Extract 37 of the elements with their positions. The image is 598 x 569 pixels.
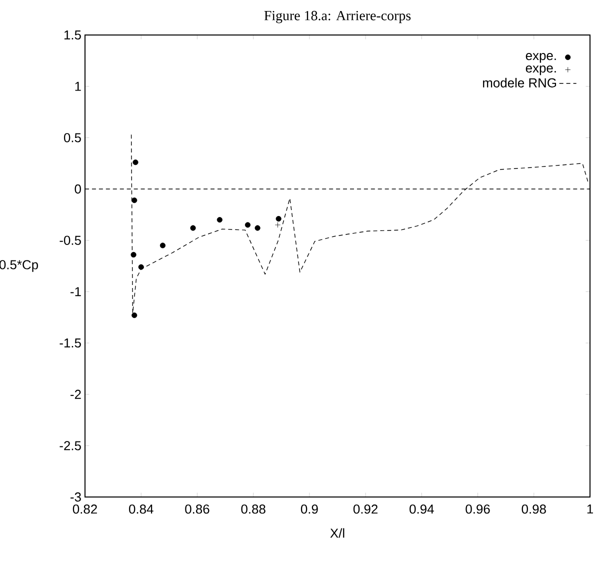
x-tick-label: 0.88 (241, 504, 266, 514)
x-tick-label: 0.82 (72, 504, 97, 514)
y-tick-label: -0.5 (60, 236, 81, 245)
x-tick-label: 0.96 (466, 504, 490, 514)
x-tick-label: 0.86 (185, 504, 210, 514)
chart-title: Figure 18.a: Arriere-corps (264, 10, 411, 24)
point (274, 222, 281, 228)
x-tick-label: 0.98 (522, 504, 546, 514)
point (138, 264, 144, 270)
x-tick-label: 1 (587, 504, 593, 514)
y-tick-label: -3 (70, 492, 81, 502)
y-tick-label: 1.5 (64, 30, 81, 40)
x-tick-label: 0.84 (129, 504, 154, 514)
y-tick-label: 0.5 (64, 133, 81, 142)
point (216, 217, 222, 223)
point (244, 222, 251, 228)
point (132, 198, 138, 204)
y-tick-label: -2 (70, 390, 81, 399)
point (130, 252, 136, 258)
x-tick-label: 0.9 (300, 504, 318, 514)
legend-label: modele RNG (483, 78, 556, 88)
point (276, 216, 282, 222)
point (160, 242, 166, 248)
x-axis-title: X/l (330, 528, 344, 538)
point (190, 225, 196, 231)
x-tick-label: 0.94 (410, 504, 434, 514)
point (254, 225, 260, 231)
point (132, 312, 138, 318)
point (132, 160, 138, 166)
x-tick-label: 0.92 (353, 504, 378, 514)
legend-label: expe. (526, 53, 556, 63)
y-tick-label: 0 (74, 184, 81, 194)
y-tick-label: -1.5 (60, 338, 81, 348)
y-tick-label: -1 (70, 287, 81, 296)
y-tick-label: -2.5 (60, 441, 81, 450)
legend-label: expe. (526, 65, 556, 76)
y-tick-label: 1 (75, 82, 81, 91)
